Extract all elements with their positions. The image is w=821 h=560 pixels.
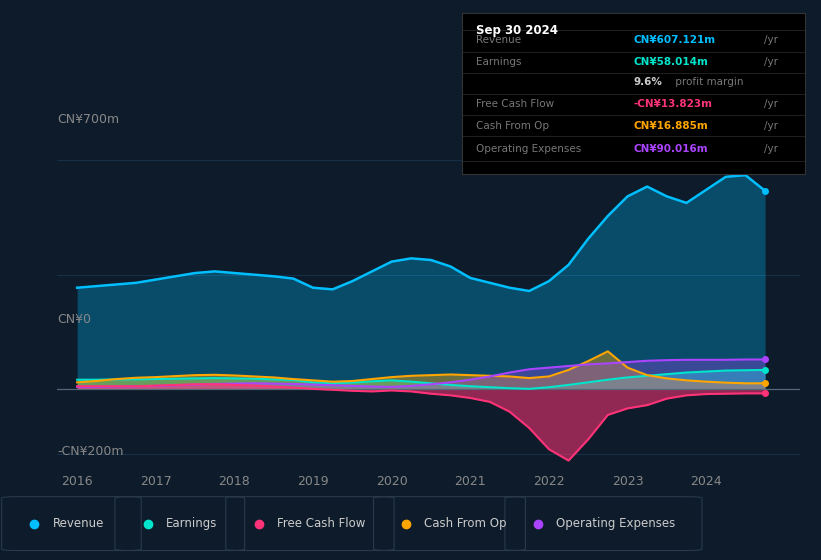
Text: CN¥90.016m: CN¥90.016m	[634, 144, 709, 154]
Text: -CN¥13.823m: -CN¥13.823m	[634, 99, 713, 109]
Text: -CN¥200m: -CN¥200m	[57, 445, 124, 458]
Text: Earnings: Earnings	[476, 57, 521, 67]
Text: CN¥0: CN¥0	[57, 312, 91, 326]
Text: /yr: /yr	[764, 99, 778, 109]
Text: Earnings: Earnings	[166, 517, 218, 530]
Text: /yr: /yr	[764, 144, 778, 154]
Text: CN¥700m: CN¥700m	[57, 113, 120, 126]
Text: Revenue: Revenue	[53, 517, 104, 530]
Text: /yr: /yr	[764, 120, 778, 130]
Text: 9.6%: 9.6%	[634, 77, 663, 87]
Text: Operating Expenses: Operating Expenses	[556, 517, 675, 530]
Text: Revenue: Revenue	[476, 35, 521, 45]
Text: Free Cash Flow: Free Cash Flow	[476, 99, 554, 109]
Text: /yr: /yr	[764, 35, 778, 45]
Text: /yr: /yr	[764, 57, 778, 67]
Text: Sep 30 2024: Sep 30 2024	[476, 24, 558, 37]
Text: Cash From Op: Cash From Op	[424, 517, 507, 530]
Text: Cash From Op: Cash From Op	[476, 120, 549, 130]
Text: CN¥58.014m: CN¥58.014m	[634, 57, 709, 67]
Text: profit margin: profit margin	[672, 77, 744, 87]
Text: CN¥16.885m: CN¥16.885m	[634, 120, 709, 130]
Text: Free Cash Flow: Free Cash Flow	[277, 517, 365, 530]
Text: Operating Expenses: Operating Expenses	[476, 144, 581, 154]
Text: CN¥607.121m: CN¥607.121m	[634, 35, 716, 45]
